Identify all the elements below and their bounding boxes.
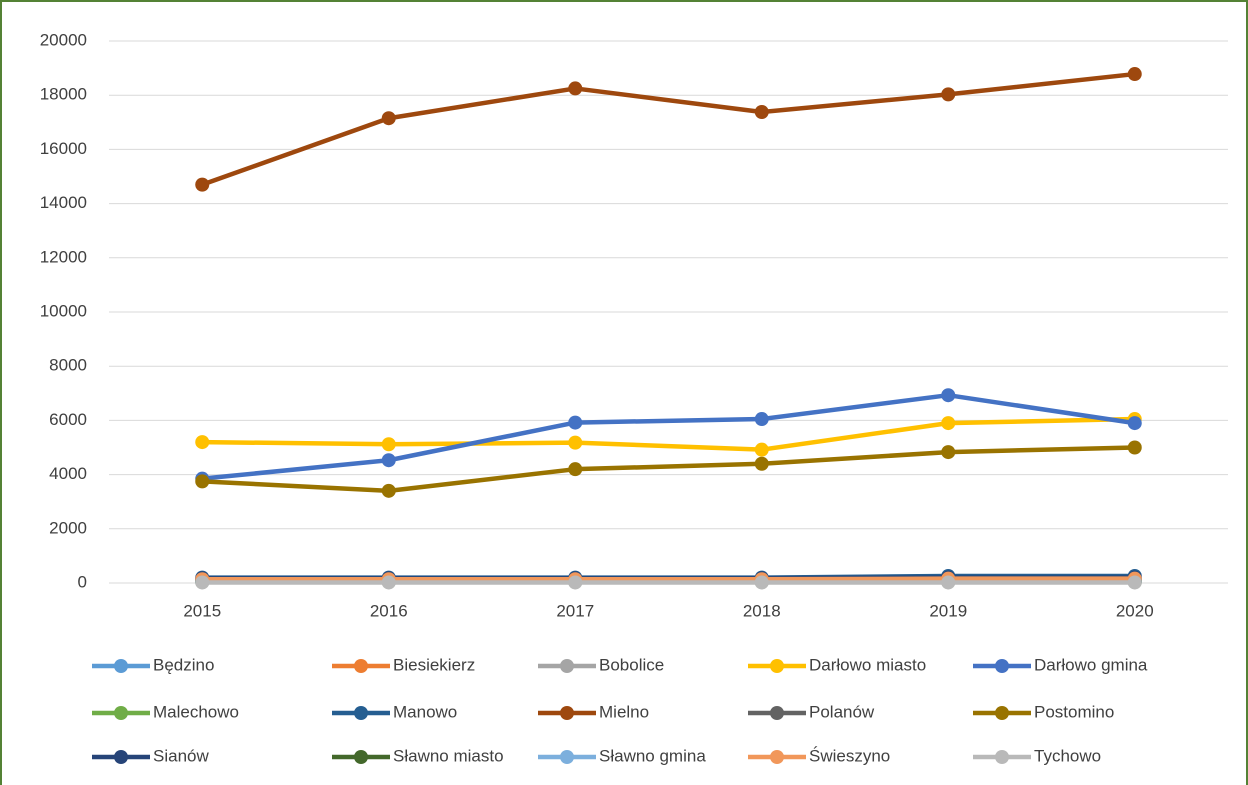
y-tick-label: 12000 [40, 247, 87, 266]
legend-marker [114, 750, 128, 764]
legend-marker [770, 706, 784, 720]
data-point [941, 575, 956, 590]
data-point [381, 575, 396, 590]
legend-label: Darłowo gmina [1034, 655, 1148, 674]
legend-label: Mielno [599, 702, 649, 721]
legend-label: Sławno gmina [599, 746, 706, 765]
y-tick-label: 4000 [49, 464, 87, 483]
y-tick-label: 14000 [40, 193, 87, 212]
data-point [1127, 575, 1142, 590]
data-point [381, 483, 396, 498]
y-tick-label: 8000 [49, 356, 87, 375]
data-point [195, 474, 210, 489]
data-point [568, 462, 583, 477]
y-tick-label: 18000 [40, 85, 87, 104]
legend-marker [354, 659, 368, 673]
data-point [941, 416, 956, 431]
x-tick-label: 2018 [743, 601, 781, 620]
data-point [754, 442, 769, 457]
legend-label: Tychowo [1034, 746, 1101, 765]
data-point [941, 87, 956, 102]
legend-label: Sianów [153, 746, 209, 765]
legend-marker [560, 750, 574, 764]
legend-label: Manowo [393, 702, 457, 721]
legend-marker [995, 659, 1009, 673]
data-point [1127, 440, 1142, 455]
legend-label: Darłowo miasto [809, 655, 926, 674]
legend-marker [114, 706, 128, 720]
data-point [568, 415, 583, 430]
legend-marker [560, 659, 574, 673]
series-line [202, 416, 1135, 452]
legend-marker [354, 750, 368, 764]
legend-label: Postomino [1034, 702, 1114, 721]
legend-label: Polanów [809, 702, 875, 721]
data-point [754, 456, 769, 471]
data-point [941, 388, 956, 403]
data-point [381, 453, 396, 468]
series-line [201, 71, 1135, 187]
x-tick-label: 2017 [556, 601, 594, 620]
data-point [381, 437, 396, 452]
legend-label: Bobolice [599, 655, 664, 674]
data-point [381, 111, 396, 126]
legend-label: Będzino [153, 655, 214, 674]
x-tick-label: 2020 [1116, 601, 1154, 620]
data-point [568, 435, 583, 450]
data-point [754, 412, 769, 427]
data-point [1127, 67, 1142, 82]
x-tick-label: 2015 [183, 601, 221, 620]
y-tick-label: 10000 [40, 301, 87, 320]
y-tick-label: 20000 [40, 30, 87, 49]
legend-label: Świeszyno [809, 746, 890, 765]
y-tick-label: 6000 [49, 410, 87, 429]
series-line [202, 445, 1135, 494]
data-point [195, 575, 210, 590]
legend-marker [995, 750, 1009, 764]
data-point [568, 81, 583, 96]
y-tick-label: 2000 [49, 518, 87, 537]
legend-marker [995, 706, 1009, 720]
legend-label: Malechowo [153, 702, 239, 721]
legend-marker [560, 706, 574, 720]
data-point [195, 435, 210, 450]
legend-label: Biesiekierz [393, 655, 475, 674]
series-line [202, 576, 1135, 582]
data-point [754, 105, 769, 120]
data-point [195, 177, 210, 192]
data-point [941, 445, 956, 460]
legend-marker [770, 659, 784, 673]
data-point [568, 575, 583, 590]
legend-marker [114, 659, 128, 673]
x-tick-label: 2016 [370, 601, 408, 620]
data-point [754, 575, 769, 590]
y-tick-label: 16000 [40, 139, 87, 158]
legend-marker [354, 706, 368, 720]
legend-marker [770, 750, 784, 764]
series-line [202, 392, 1136, 481]
x-tick-label: 2019 [929, 601, 967, 620]
legend-label: Sławno miasto [393, 746, 504, 765]
data-point [1127, 416, 1142, 431]
y-tick-label: 0 [78, 572, 87, 591]
